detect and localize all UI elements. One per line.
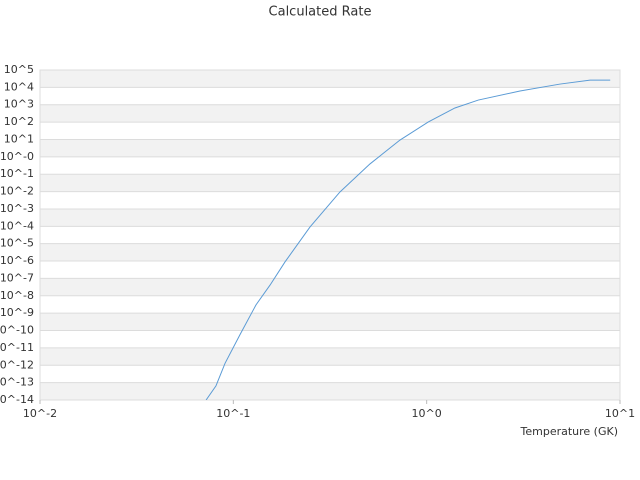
plot-frame [39, 69, 621, 401]
chart-title: Calculated Rate [269, 5, 372, 20]
y-tick-label: 10^-13 [0, 376, 34, 389]
y-tick-label: 10^-1 [0, 167, 34, 180]
y-tick-label: 10^-2 [0, 185, 34, 198]
grid-band [40, 347, 620, 366]
y-tick-label: 10^-14 [0, 393, 34, 406]
grid-band [40, 208, 620, 227]
x-tick-label: 10^-2 [23, 407, 57, 420]
y-tick-label: 10^-6 [0, 254, 34, 267]
grid-band [40, 313, 620, 331]
x-tick-label: 10^0 [412, 407, 442, 420]
y-tick-label: 10^2 [4, 115, 34, 128]
y-tick-label: 10^5 [4, 63, 34, 76]
y-tick-label: 10^-4 [0, 219, 34, 232]
grid-band [40, 104, 620, 123]
y-tick-label: 10^-7 [0, 271, 34, 284]
grid-band [40, 70, 620, 88]
grid-band [40, 278, 620, 296]
grid-band [40, 139, 620, 157]
y-tick-label: 10^-12 [0, 358, 34, 371]
y-tick-label: 10^4 [4, 80, 34, 93]
grid-band [40, 174, 620, 192]
grid-band [40, 382, 620, 400]
y-tick-label: 10^-0 [0, 150, 34, 163]
y-tick-label: 10^-11 [0, 341, 34, 354]
y-tick-label: 10^-8 [0, 289, 34, 302]
x-axis-label: Temperature (GK) [520, 425, 619, 438]
grid-band [40, 243, 620, 262]
y-tick-label: 10^1 [4, 132, 34, 145]
data-line [205, 79, 611, 400]
y-tick-label: 10^3 [4, 98, 34, 111]
x-tick-label: 10^-1 [216, 407, 250, 420]
y-tick-label: 10^-9 [0, 306, 34, 319]
y-tick-label: 10^-3 [0, 202, 34, 215]
x-tick-label: 10^1 [605, 407, 635, 420]
y-tick-label: 10^-10 [0, 324, 34, 337]
y-tick-label: 10^-5 [0, 237, 34, 250]
